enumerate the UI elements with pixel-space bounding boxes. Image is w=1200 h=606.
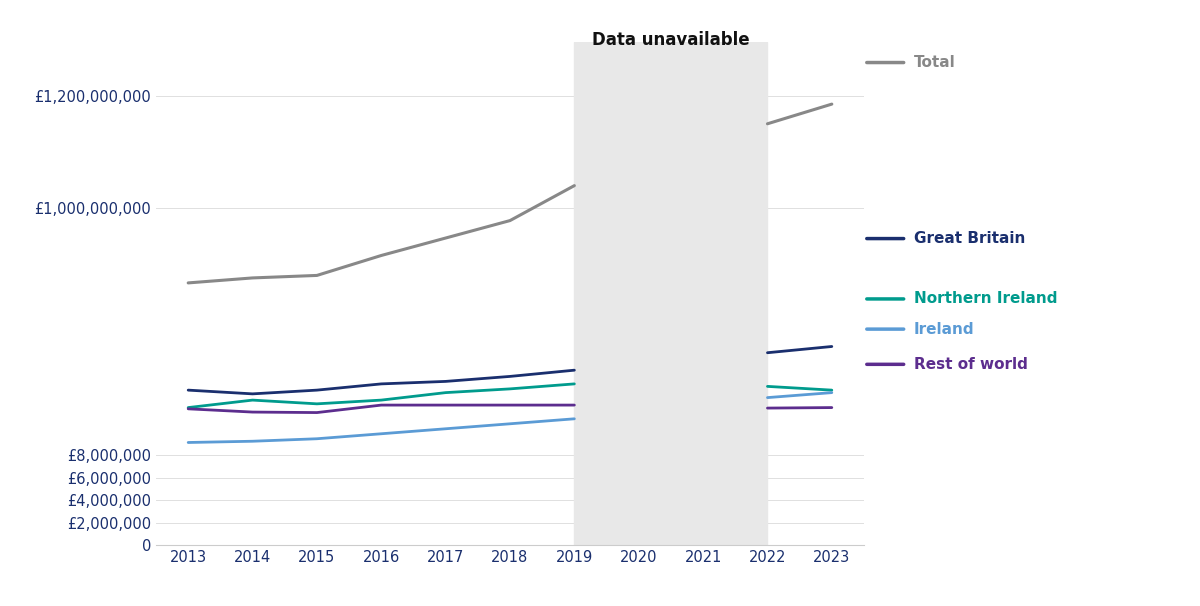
Text: Great Britain: Great Britain xyxy=(913,231,1025,246)
Text: Ireland: Ireland xyxy=(913,322,974,336)
Text: Rest of world: Rest of world xyxy=(913,357,1027,372)
Text: Total: Total xyxy=(913,55,955,70)
Text: Data unavailable: Data unavailable xyxy=(592,30,750,48)
Text: Northern Ireland: Northern Ireland xyxy=(913,291,1057,307)
Bar xyxy=(575,42,768,545)
